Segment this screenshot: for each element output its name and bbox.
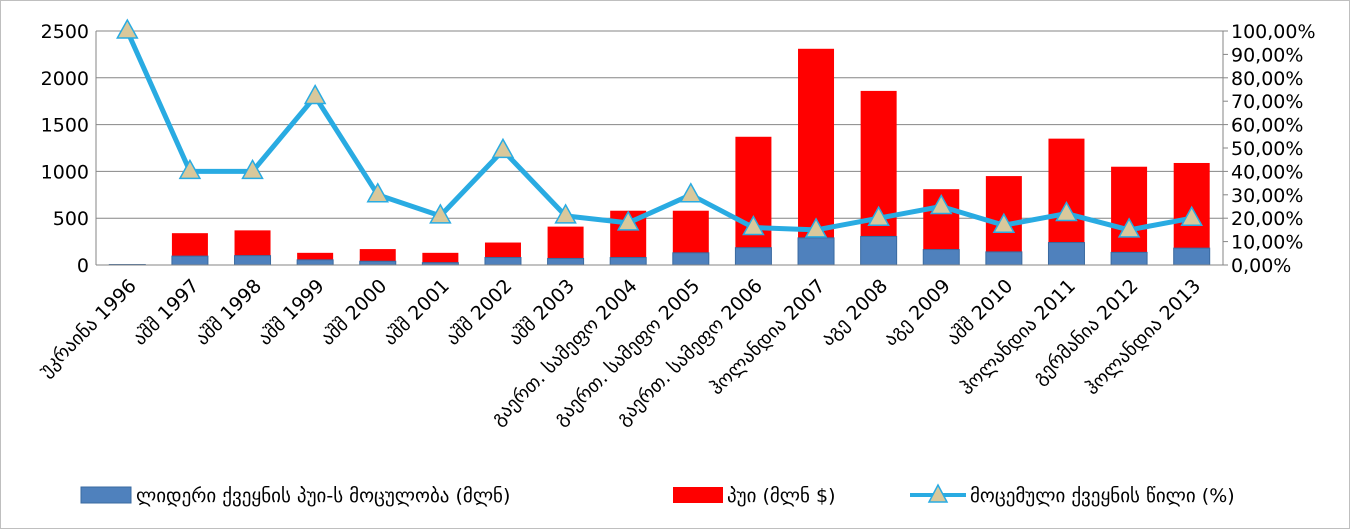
right-tick-label: 70,00% (1231, 91, 1303, 113)
category-label: აშშ 1998 (191, 275, 266, 350)
bar-leader-volume (986, 252, 1022, 265)
right-tick-label: 10,00% (1231, 232, 1303, 254)
category-label: ჰოლანდია 2007 (705, 275, 829, 399)
category-label: აშშ 2002 (442, 275, 517, 350)
left-tick-label: 0 (77, 255, 89, 277)
legend: ლიდერი ქვეყნის პუი-ს მოცულობა (მლნ) პუი … (81, 485, 1235, 507)
share-point-marker (305, 86, 325, 104)
left-tick-label: 1500 (41, 115, 89, 137)
bar-leader-volume (1174, 248, 1210, 265)
legend-item-share: მოცემული ქვეყნის წილი (%) (910, 485, 1235, 507)
right-tick-label: 90,00% (1231, 44, 1303, 66)
share-point-marker (117, 20, 137, 38)
bar-leader-volume (235, 256, 271, 265)
right-tick-label: 80,00% (1231, 68, 1303, 90)
bar-fdi (735, 137, 771, 265)
right-tick-label: 50,00% (1231, 138, 1303, 160)
right-tick-label: 30,00% (1231, 185, 1303, 207)
category-label: აგე 2009 (879, 275, 954, 350)
right-tick-label: 100,00% (1231, 21, 1316, 43)
bars (109, 49, 1209, 265)
category-label: ჰოლანდია 2011 (956, 275, 1080, 399)
bar-leader-volume (548, 258, 584, 265)
bar-leader-volume (360, 261, 396, 265)
bar-leader-volume (485, 258, 521, 265)
right-tick-label: 0,00% (1231, 255, 1291, 277)
legend-item-leader-volume: ლიდერი ქვეყნის პუი-ს მოცულობა (მლნ) (81, 485, 510, 507)
bar-leader-volume (297, 260, 333, 265)
bar-leader-volume (923, 250, 959, 265)
category-label: გერმანია 2012 (1029, 275, 1143, 389)
bar-leader-volume (798, 238, 834, 265)
legend-label-share: მოცემული ქვეყნის წილი (%) (970, 485, 1235, 507)
bar-leader-volume (735, 248, 771, 265)
left-tick-label: 2000 (41, 68, 89, 90)
legend-item-fdi: პუი (მლნ $) (673, 485, 835, 507)
legend-swatch-fdi (673, 487, 723, 503)
bar-fdi (1111, 167, 1147, 265)
category-label: აშშ 2000 (317, 275, 392, 350)
legend-label-leader-volume: ლიდერი ქვეყნის პუი-ს მოცულობა (მლნ) (136, 485, 510, 507)
left-axis-ticks: 0 500 1000 1500 2000 2500 (41, 21, 89, 277)
left-tick-label: 2500 (41, 21, 89, 43)
category-label: აგე 2008 (817, 275, 892, 350)
bar-leader-volume (172, 256, 208, 265)
share-point-marker (493, 139, 513, 157)
share-line (127, 31, 1191, 230)
bar-leader-volume (673, 253, 709, 265)
legend-label-fdi: პუი (მლნ $) (727, 485, 835, 507)
right-tick-label: 60,00% (1231, 115, 1303, 137)
category-label: ჰოლანდია 2013 (1081, 275, 1205, 399)
bar-leader-volume (1048, 243, 1084, 265)
bar-leader-volume (861, 236, 897, 265)
right-tick-label: 40,00% (1231, 161, 1303, 183)
category-label: აშშ 1997 (129, 275, 204, 350)
left-tick-label: 500 (53, 208, 89, 230)
left-tick-label: 1000 (41, 161, 89, 183)
legend-swatch-leader-volume (81, 487, 131, 503)
bar-leader-volume (610, 258, 646, 265)
bar-leader-volume (1111, 252, 1147, 265)
share-point-marker (681, 184, 701, 202)
right-axis-ticks: 0,00%10,00%20,00%30,00%40,00%50,00%60,00… (1223, 21, 1316, 277)
category-label: უკრაინა 1996 (35, 275, 141, 381)
category-label: აშშ 2001 (379, 275, 454, 350)
share-line-series (117, 20, 1201, 237)
category-label: აშშ 1999 (254, 275, 329, 350)
right-tick-label: 20,00% (1231, 208, 1303, 230)
